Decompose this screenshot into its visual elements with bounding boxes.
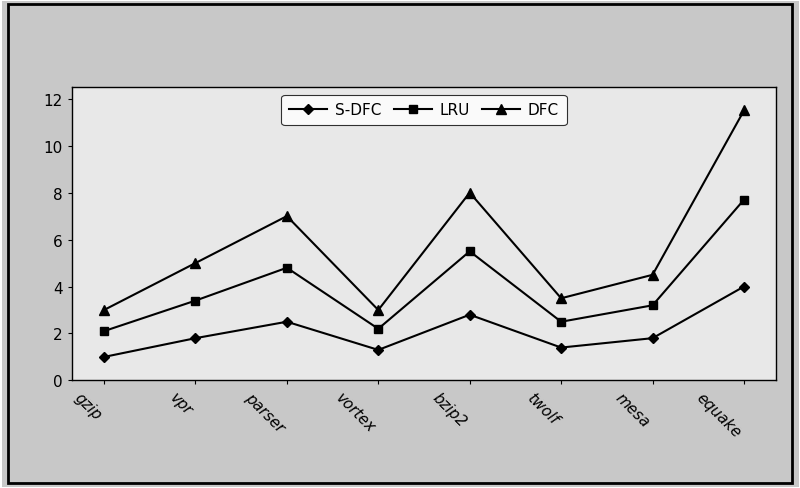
S-DFC	[739, 284, 749, 290]
Line: S-DFC: S-DFC	[101, 284, 747, 361]
DFC	[190, 261, 200, 266]
DFC	[99, 307, 109, 313]
LRU	[99, 328, 109, 334]
S-DFC	[282, 319, 292, 325]
S-DFC	[465, 312, 474, 318]
S-DFC	[556, 345, 566, 351]
DFC	[556, 296, 566, 302]
LRU	[190, 298, 200, 304]
LRU	[556, 319, 566, 325]
DFC	[465, 190, 474, 196]
S-DFC	[190, 336, 200, 342]
DFC	[739, 108, 749, 114]
LRU	[648, 303, 658, 308]
LRU	[374, 326, 383, 332]
DFC	[648, 272, 658, 278]
Line: DFC: DFC	[99, 106, 749, 315]
LRU	[739, 197, 749, 203]
Legend: S-DFC, LRU, DFC: S-DFC, LRU, DFC	[282, 96, 566, 126]
S-DFC	[648, 336, 658, 342]
LRU	[465, 249, 474, 255]
LRU	[282, 265, 292, 271]
S-DFC	[374, 347, 383, 353]
DFC	[282, 214, 292, 220]
S-DFC	[99, 354, 109, 360]
DFC	[374, 307, 383, 313]
Line: LRU: LRU	[100, 196, 748, 336]
